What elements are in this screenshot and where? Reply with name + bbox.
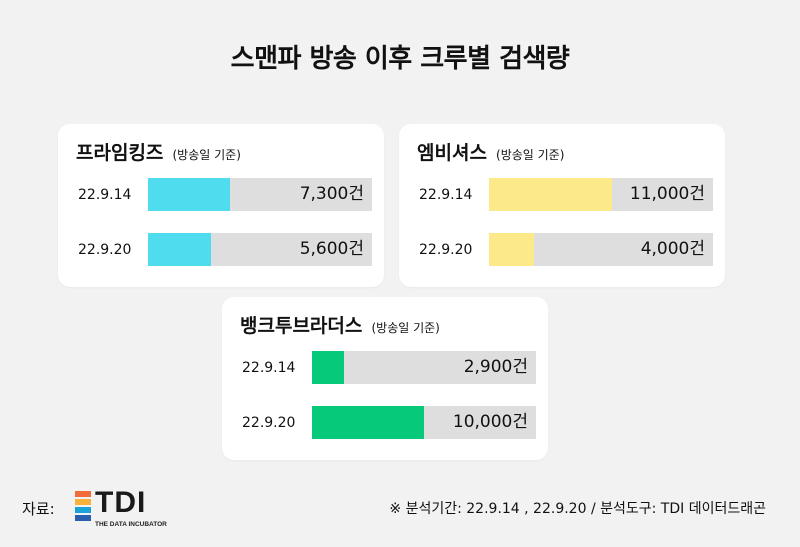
source-label: 자료: [22,500,55,518]
bar [312,406,424,439]
category-label: 22.9.14 [419,187,473,203]
chart-title: 프라임킹즈 [76,142,164,164]
bar-track: 11,000건 [489,178,713,211]
chart-card-prime-kingz: 프라임킹즈 (방송일 기준) 22.9.14 7,300건 22.9.20 5,… [58,124,384,287]
chart-header: 엠비셔스 (방송일 기준) [417,138,564,165]
page-title: 스맨파 방송 이후 크루별 검색량 [230,44,570,74]
chart-subtitle: (방송일 기준) [371,321,440,335]
bar-track: 5,600건 [148,233,372,266]
bar-track: 4,000건 [489,233,713,266]
category-label: 22.9.20 [242,415,296,431]
logo-text: TDI [95,486,147,519]
data-label: 2,900건 [463,357,528,377]
chart-header: 프라임킹즈 (방송일 기준) [76,138,241,165]
bar-track: 10,000건 [312,406,536,439]
bar [489,178,613,211]
chart-subtitle: (방송일 기준) [496,148,565,162]
analysis-source-note: ※ 분석기간: 22.9.14 , 22.9.20 / 분석도구: TDI 데이… [389,501,766,517]
chart-card-bankyou-brothers: 뱅크투브라더스 (방송일 기준) 22.9.14 2,900건 22.9.20 … [222,297,548,460]
bar-track: 7,300건 [148,178,372,211]
category-label: 22.9.20 [78,242,132,258]
bar [489,233,534,266]
category-label: 22.9.14 [242,360,296,376]
category-label: 22.9.20 [419,242,473,258]
chart-subtitle: (방송일 기준) [172,148,241,162]
logo-bars-icon [75,491,91,521]
bar [148,233,211,266]
tdi-logo: TDI THE DATA INCUBATOR [75,486,185,532]
bar [148,178,230,211]
chart-title: 엠비셔스 [417,142,487,164]
data-label: 5,600건 [299,239,364,259]
logo-subtitle: THE DATA INCUBATOR [95,521,167,528]
data-label: 4,000건 [640,239,705,259]
data-label: 11,000건 [629,184,705,204]
chart-header: 뱅크투브라더스 (방송일 기준) [240,311,440,338]
chart-card-ambitious: 엠비셔스 (방송일 기준) 22.9.14 11,000건 22.9.20 4,… [399,124,725,287]
bar-track: 2,900건 [312,351,536,384]
category-label: 22.9.14 [78,187,132,203]
bar [312,351,345,384]
data-label: 10,000건 [452,412,528,432]
chart-title: 뱅크투브라더스 [240,315,363,337]
data-label: 7,300건 [299,184,364,204]
